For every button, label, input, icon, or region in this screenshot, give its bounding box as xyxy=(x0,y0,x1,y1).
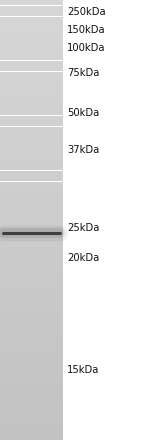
Bar xyxy=(0,325,63,330)
Bar xyxy=(0,220,63,225)
Bar xyxy=(0,401,63,407)
Bar xyxy=(0,363,63,368)
Bar xyxy=(0,368,63,374)
Bar xyxy=(0,198,63,203)
Bar xyxy=(0,55,63,60)
Bar xyxy=(0,33,63,38)
Bar xyxy=(0,275,63,281)
Bar xyxy=(0,335,63,341)
Bar xyxy=(0,330,63,335)
Bar xyxy=(0,253,63,259)
Bar xyxy=(0,374,63,379)
Bar xyxy=(0,308,63,313)
Bar xyxy=(0,187,63,193)
Bar xyxy=(0,352,63,357)
Bar xyxy=(0,171,63,176)
Bar xyxy=(0,297,63,303)
Bar xyxy=(0,121,63,126)
Text: 37kDa: 37kDa xyxy=(67,145,99,155)
Bar xyxy=(0,44,63,49)
Bar xyxy=(0,269,63,275)
Bar xyxy=(0,247,63,253)
Bar xyxy=(0,88,63,93)
Bar xyxy=(0,38,63,44)
Bar xyxy=(0,193,63,198)
Bar xyxy=(0,127,63,132)
Bar xyxy=(0,341,63,347)
Bar xyxy=(0,27,63,33)
Bar xyxy=(0,413,63,418)
Text: 150kDa: 150kDa xyxy=(67,25,106,35)
Bar xyxy=(63,0,150,440)
Bar xyxy=(0,303,63,308)
Bar xyxy=(0,93,63,99)
Bar xyxy=(0,209,63,215)
Bar xyxy=(0,105,63,110)
Text: 75kDa: 75kDa xyxy=(67,68,99,78)
Bar xyxy=(0,99,63,105)
Bar xyxy=(0,286,63,291)
Bar xyxy=(0,137,63,143)
Text: 20kDa: 20kDa xyxy=(67,253,99,263)
Bar xyxy=(0,110,63,115)
Bar xyxy=(0,61,63,66)
Text: 15kDa: 15kDa xyxy=(67,365,99,375)
Text: 100kDa: 100kDa xyxy=(67,43,105,53)
Bar xyxy=(0,242,63,247)
Bar xyxy=(0,396,63,401)
Bar xyxy=(0,407,63,413)
Bar xyxy=(0,11,63,16)
Bar xyxy=(0,154,63,160)
Bar xyxy=(0,72,63,77)
Text: 250kDa: 250kDa xyxy=(67,7,106,17)
Bar xyxy=(0,77,63,82)
Bar xyxy=(0,258,63,264)
Text: 50kDa: 50kDa xyxy=(67,108,99,118)
Bar xyxy=(0,116,63,121)
Text: 25kDa: 25kDa xyxy=(67,223,99,233)
Bar xyxy=(0,6,63,11)
Bar xyxy=(0,22,63,27)
Bar xyxy=(0,215,63,220)
Bar xyxy=(0,82,63,88)
Bar xyxy=(0,281,63,286)
Bar xyxy=(0,49,63,55)
Bar xyxy=(0,264,63,269)
Bar xyxy=(0,160,63,165)
Bar xyxy=(0,291,63,297)
Bar xyxy=(0,181,63,187)
Bar xyxy=(0,203,63,209)
Bar xyxy=(0,225,63,231)
Bar xyxy=(0,391,63,396)
Bar xyxy=(0,385,63,391)
Bar xyxy=(0,143,63,149)
Bar xyxy=(0,231,63,237)
Bar xyxy=(0,17,63,22)
Bar xyxy=(0,176,63,181)
Bar xyxy=(0,435,63,440)
Bar xyxy=(0,66,63,71)
Bar xyxy=(0,0,63,5)
Bar xyxy=(0,313,63,319)
Bar xyxy=(0,149,63,154)
Bar xyxy=(0,237,63,242)
Bar xyxy=(0,429,63,435)
Bar xyxy=(0,423,63,429)
Bar xyxy=(0,319,63,325)
Bar xyxy=(0,357,63,363)
Bar xyxy=(0,379,63,385)
Bar xyxy=(0,347,63,352)
Bar xyxy=(0,418,63,423)
Bar xyxy=(0,165,63,170)
Bar xyxy=(0,132,63,137)
